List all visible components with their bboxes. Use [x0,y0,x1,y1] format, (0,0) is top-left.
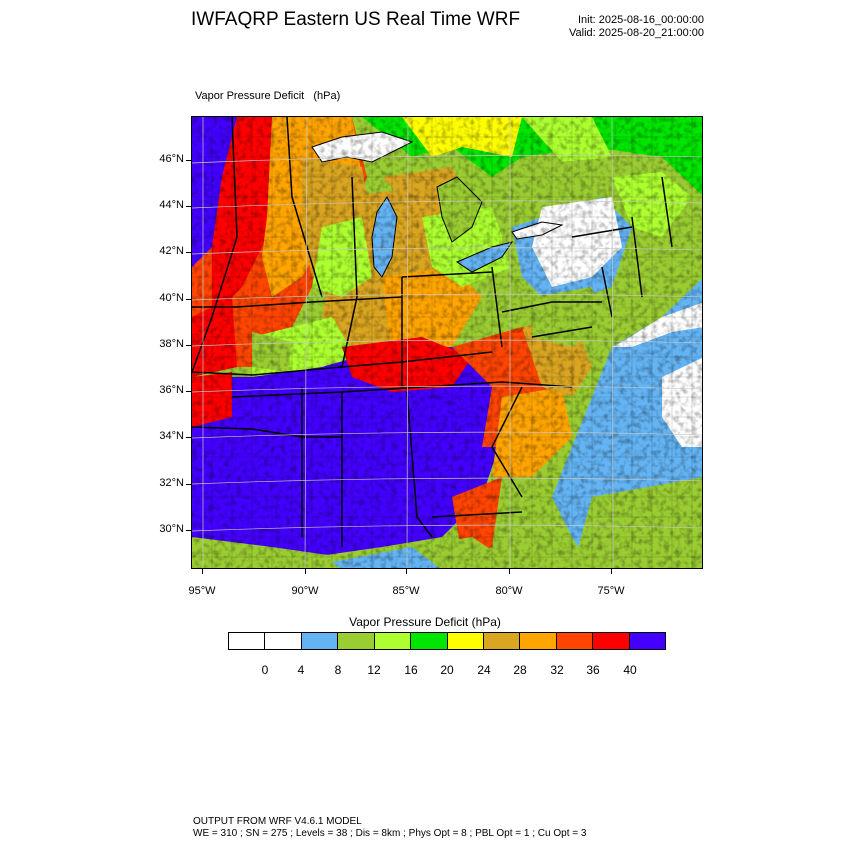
lon-label-85w: 85°W [392,585,420,597]
lat-label-46n: 46°N [159,153,184,165]
county-lines [192,117,702,568]
state-boundaries [192,117,673,547]
field-speckle [192,117,702,568]
lat-label-30n: 30°N [159,523,184,535]
colorbar-tick-label: 20 [440,663,454,677]
colorbar-tick-label: 40 [623,663,637,677]
colorbar-swatch [229,633,266,649]
colorbar [228,632,666,650]
colorbar-swatch [483,633,521,649]
colorbar-swatch [265,633,302,649]
colorbar-tick-label: 0 [261,663,269,677]
lat-tick [186,299,191,300]
lat-tick [186,437,191,438]
lat-label-40n: 40°N [159,292,184,304]
field-label: Vapor Pressure Deficit (hPa) [195,90,341,102]
colorbar-swatch [411,633,448,649]
lon-tick [509,569,510,574]
lon-label-95w: 95°W [188,585,216,597]
colorbar-tick-label: 4 [297,663,305,677]
valid-time: Valid: 2025-08-20_21:00:00 [569,27,704,39]
colorbar-tick-label: 12 [367,663,381,677]
colorbar-tick-label: 24 [477,663,491,677]
plot-title: IWFAQRP Eastern US Real Time WRF [191,9,521,30]
lon-tick [406,569,407,574]
colorbar-swatch [447,633,484,649]
lon-label-75w: 75°W [597,585,625,597]
lat-label-38n: 38°N [159,338,184,350]
colorbar-swatch [338,633,375,649]
lat-tick [186,160,191,161]
lat-label-42n: 42°N [159,245,184,257]
lat-label-32n: 32°N [159,477,184,489]
colorbar-swatch [301,633,339,649]
graticule [192,117,702,568]
lon-label-90w: 90°W [291,585,319,597]
model-info-line2: WE = 310 ; SN = 275 ; Levels = 38 ; Dis … [193,828,587,839]
colorbar-swatch [520,633,557,649]
lon-tick [202,569,203,574]
vpd-field-map [192,117,702,568]
colorbar-swatch [593,633,630,649]
lat-tick [186,391,191,392]
lon-tick [611,569,612,574]
lat-label-44n: 44°N [159,199,184,211]
colorbar-tick-label: 32 [550,663,564,677]
lat-tick [186,484,191,485]
lat-tick [186,530,191,531]
colorbar-swatch [629,633,666,649]
colorbar-tick-label: 28 [513,663,527,677]
init-time: Init: 2025-08-16_00:00:00 [578,14,704,26]
lat-tick [186,345,191,346]
lon-label-80w: 80°W [495,585,523,597]
colorbar-title: Vapor Pressure Deficit (hPa) [349,615,501,629]
lat-label-34n: 34°N [159,430,184,442]
lon-tick [305,569,306,574]
lat-tick [186,206,191,207]
lat-tick [186,252,191,253]
map-panel [191,116,703,569]
model-info-line1: OUTPUT FROM WRF V4.6.1 MODEL [193,816,362,827]
colorbar-tick-label: 16 [404,663,418,677]
colorbar-swatch [556,633,594,649]
colorbar-tick-label: 8 [334,663,342,677]
lat-label-36n: 36°N [159,384,184,396]
colorbar-swatch [374,633,412,649]
colorbar-tick-label: 36 [586,663,600,677]
